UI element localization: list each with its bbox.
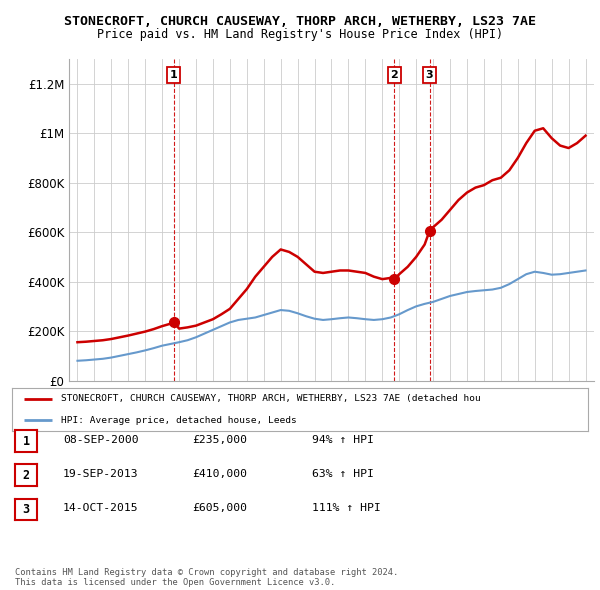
Text: 1: 1 (170, 70, 178, 80)
Text: Contains HM Land Registry data © Crown copyright and database right 2024.
This d: Contains HM Land Registry data © Crown c… (15, 568, 398, 587)
Text: HPI: Average price, detached house, Leeds: HPI: Average price, detached house, Leed… (61, 415, 297, 425)
Text: 08-SEP-2000: 08-SEP-2000 (63, 435, 139, 444)
Text: 2: 2 (391, 70, 398, 80)
Text: 2: 2 (23, 468, 29, 482)
Text: £235,000: £235,000 (192, 435, 247, 444)
Text: STONECROFT, CHURCH CAUSEWAY, THORP ARCH, WETHERBY, LS23 7AE: STONECROFT, CHURCH CAUSEWAY, THORP ARCH,… (64, 15, 536, 28)
Text: £605,000: £605,000 (192, 503, 247, 513)
Text: 14-OCT-2015: 14-OCT-2015 (63, 503, 139, 513)
Text: 3: 3 (426, 70, 433, 80)
Text: £410,000: £410,000 (192, 469, 247, 478)
Text: 111% ↑ HPI: 111% ↑ HPI (312, 503, 381, 513)
Text: 19-SEP-2013: 19-SEP-2013 (63, 469, 139, 478)
Text: STONECROFT, CHURCH CAUSEWAY, THORP ARCH, WETHERBY, LS23 7AE (detached hou: STONECROFT, CHURCH CAUSEWAY, THORP ARCH,… (61, 394, 481, 404)
Text: 3: 3 (23, 503, 29, 516)
Text: 94% ↑ HPI: 94% ↑ HPI (312, 435, 374, 444)
Text: Price paid vs. HM Land Registry's House Price Index (HPI): Price paid vs. HM Land Registry's House … (97, 28, 503, 41)
Text: 1: 1 (23, 434, 29, 448)
Text: 63% ↑ HPI: 63% ↑ HPI (312, 469, 374, 478)
